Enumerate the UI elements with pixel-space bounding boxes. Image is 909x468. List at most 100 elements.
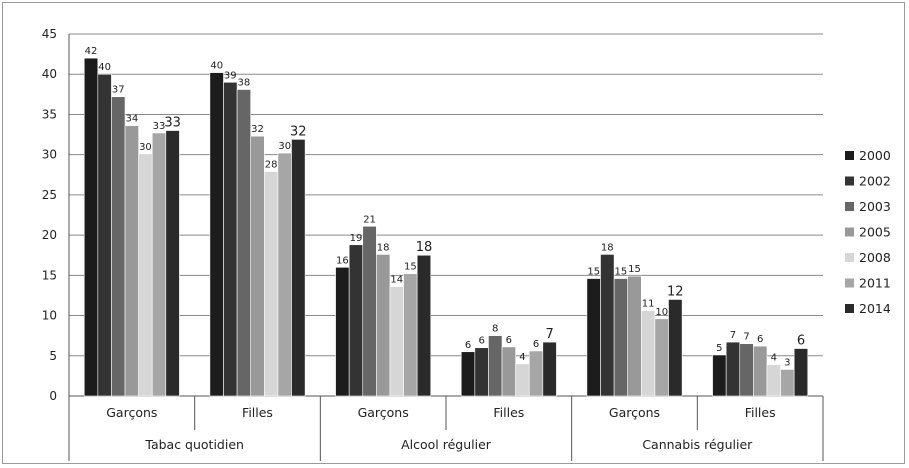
legend-label: 2014 (859, 301, 891, 316)
data-label: 3 (784, 357, 790, 368)
category-label: Filles (745, 405, 776, 420)
bar (138, 153, 153, 397)
legend-label: 2002 (859, 174, 891, 189)
bar (460, 351, 476, 397)
grouped-bar-chart: 0510152025303540454240166155403919618737… (42, 27, 891, 461)
y-tick-label: 35 (42, 107, 57, 121)
data-label: 6 (478, 336, 484, 347)
data-label: 30 (278, 141, 291, 152)
category-label: Garçons (358, 405, 409, 420)
data-label: 28 (265, 160, 278, 171)
data-label: 15 (615, 267, 628, 278)
data-label: 16 (336, 255, 349, 266)
y-tick-label: 45 (42, 27, 57, 41)
bar (712, 354, 727, 397)
bar (277, 152, 292, 397)
bar (766, 364, 781, 397)
bar (793, 348, 809, 397)
data-label: 21 (363, 214, 376, 225)
bar (627, 275, 642, 397)
data-label: 6 (797, 334, 805, 349)
bar (335, 266, 350, 397)
bar (586, 278, 601, 397)
bar (124, 125, 139, 397)
data-label: 4 (519, 352, 525, 363)
bar (501, 346, 516, 397)
legend-swatch (845, 304, 854, 313)
bar (348, 244, 364, 397)
data-label: 19 (350, 233, 363, 244)
group-label: Tabac quotidien (144, 437, 244, 452)
bar (209, 72, 224, 397)
bar (725, 341, 741, 397)
category-label: Garçons (106, 405, 157, 420)
bar (97, 73, 112, 397)
data-label: 15 (404, 262, 417, 273)
legend-swatch (845, 227, 854, 237)
data-label: 7 (545, 327, 553, 342)
data-label: 5 (716, 343, 722, 354)
bar (474, 347, 489, 397)
bar (600, 254, 615, 397)
y-tick-label: 40 (42, 67, 57, 81)
category-label: Filles (493, 405, 524, 420)
y-tick-label: 15 (42, 268, 57, 282)
bar (223, 81, 238, 397)
legend-label: 2003 (859, 199, 891, 214)
bar (291, 139, 306, 397)
data-label: 7 (743, 332, 749, 343)
bar (753, 345, 768, 397)
bar (654, 318, 669, 397)
bar (376, 254, 391, 397)
data-label: 34 (125, 114, 138, 125)
bar (739, 343, 754, 397)
y-tick-label: 0 (49, 389, 57, 403)
bar (111, 96, 126, 397)
bar (165, 130, 180, 397)
data-label: 39 (224, 70, 237, 81)
legend-swatch (845, 202, 854, 211)
y-tick-label: 20 (42, 228, 57, 242)
data-label: 15 (587, 267, 600, 278)
legend-label: 2000 (859, 148, 891, 163)
category-label: Filles (242, 405, 273, 420)
bar (362, 225, 377, 397)
data-label: 10 (655, 307, 668, 318)
bar (515, 363, 530, 397)
data-label: 15 (628, 264, 641, 275)
bar (780, 369, 795, 397)
bar (83, 57, 99, 397)
data-label: 12 (667, 284, 684, 299)
data-label: 18 (601, 242, 614, 253)
data-label: 14 (390, 275, 403, 286)
group-label: Cannabis régulier (642, 437, 753, 452)
data-label: 32 (251, 124, 264, 135)
bar (389, 286, 404, 397)
y-tick-label: 10 (42, 309, 57, 323)
bar (613, 278, 628, 397)
data-label: 6 (757, 334, 763, 345)
legend-label: 2011 (859, 276, 891, 291)
legend-swatch (845, 151, 854, 160)
bar (640, 310, 656, 397)
bar (488, 335, 503, 397)
bar (542, 341, 557, 397)
legend-swatch (845, 278, 854, 288)
data-label: 7 (730, 330, 736, 341)
bar (236, 89, 252, 397)
legend-swatch (845, 253, 854, 262)
data-label: 6 (533, 339, 539, 350)
data-label: 33 (164, 116, 181, 131)
data-label: 6 (506, 335, 512, 346)
data-label: 40 (98, 62, 111, 73)
data-label: 37 (112, 85, 125, 96)
y-tick-label: 5 (49, 349, 57, 363)
data-label: 33 (153, 121, 166, 132)
bar (668, 299, 683, 397)
data-label: 4 (771, 353, 777, 364)
data-label: 40 (210, 61, 223, 72)
legend-label: 2008 (859, 250, 891, 265)
bar (250, 135, 265, 397)
data-label: 6 (465, 340, 471, 351)
